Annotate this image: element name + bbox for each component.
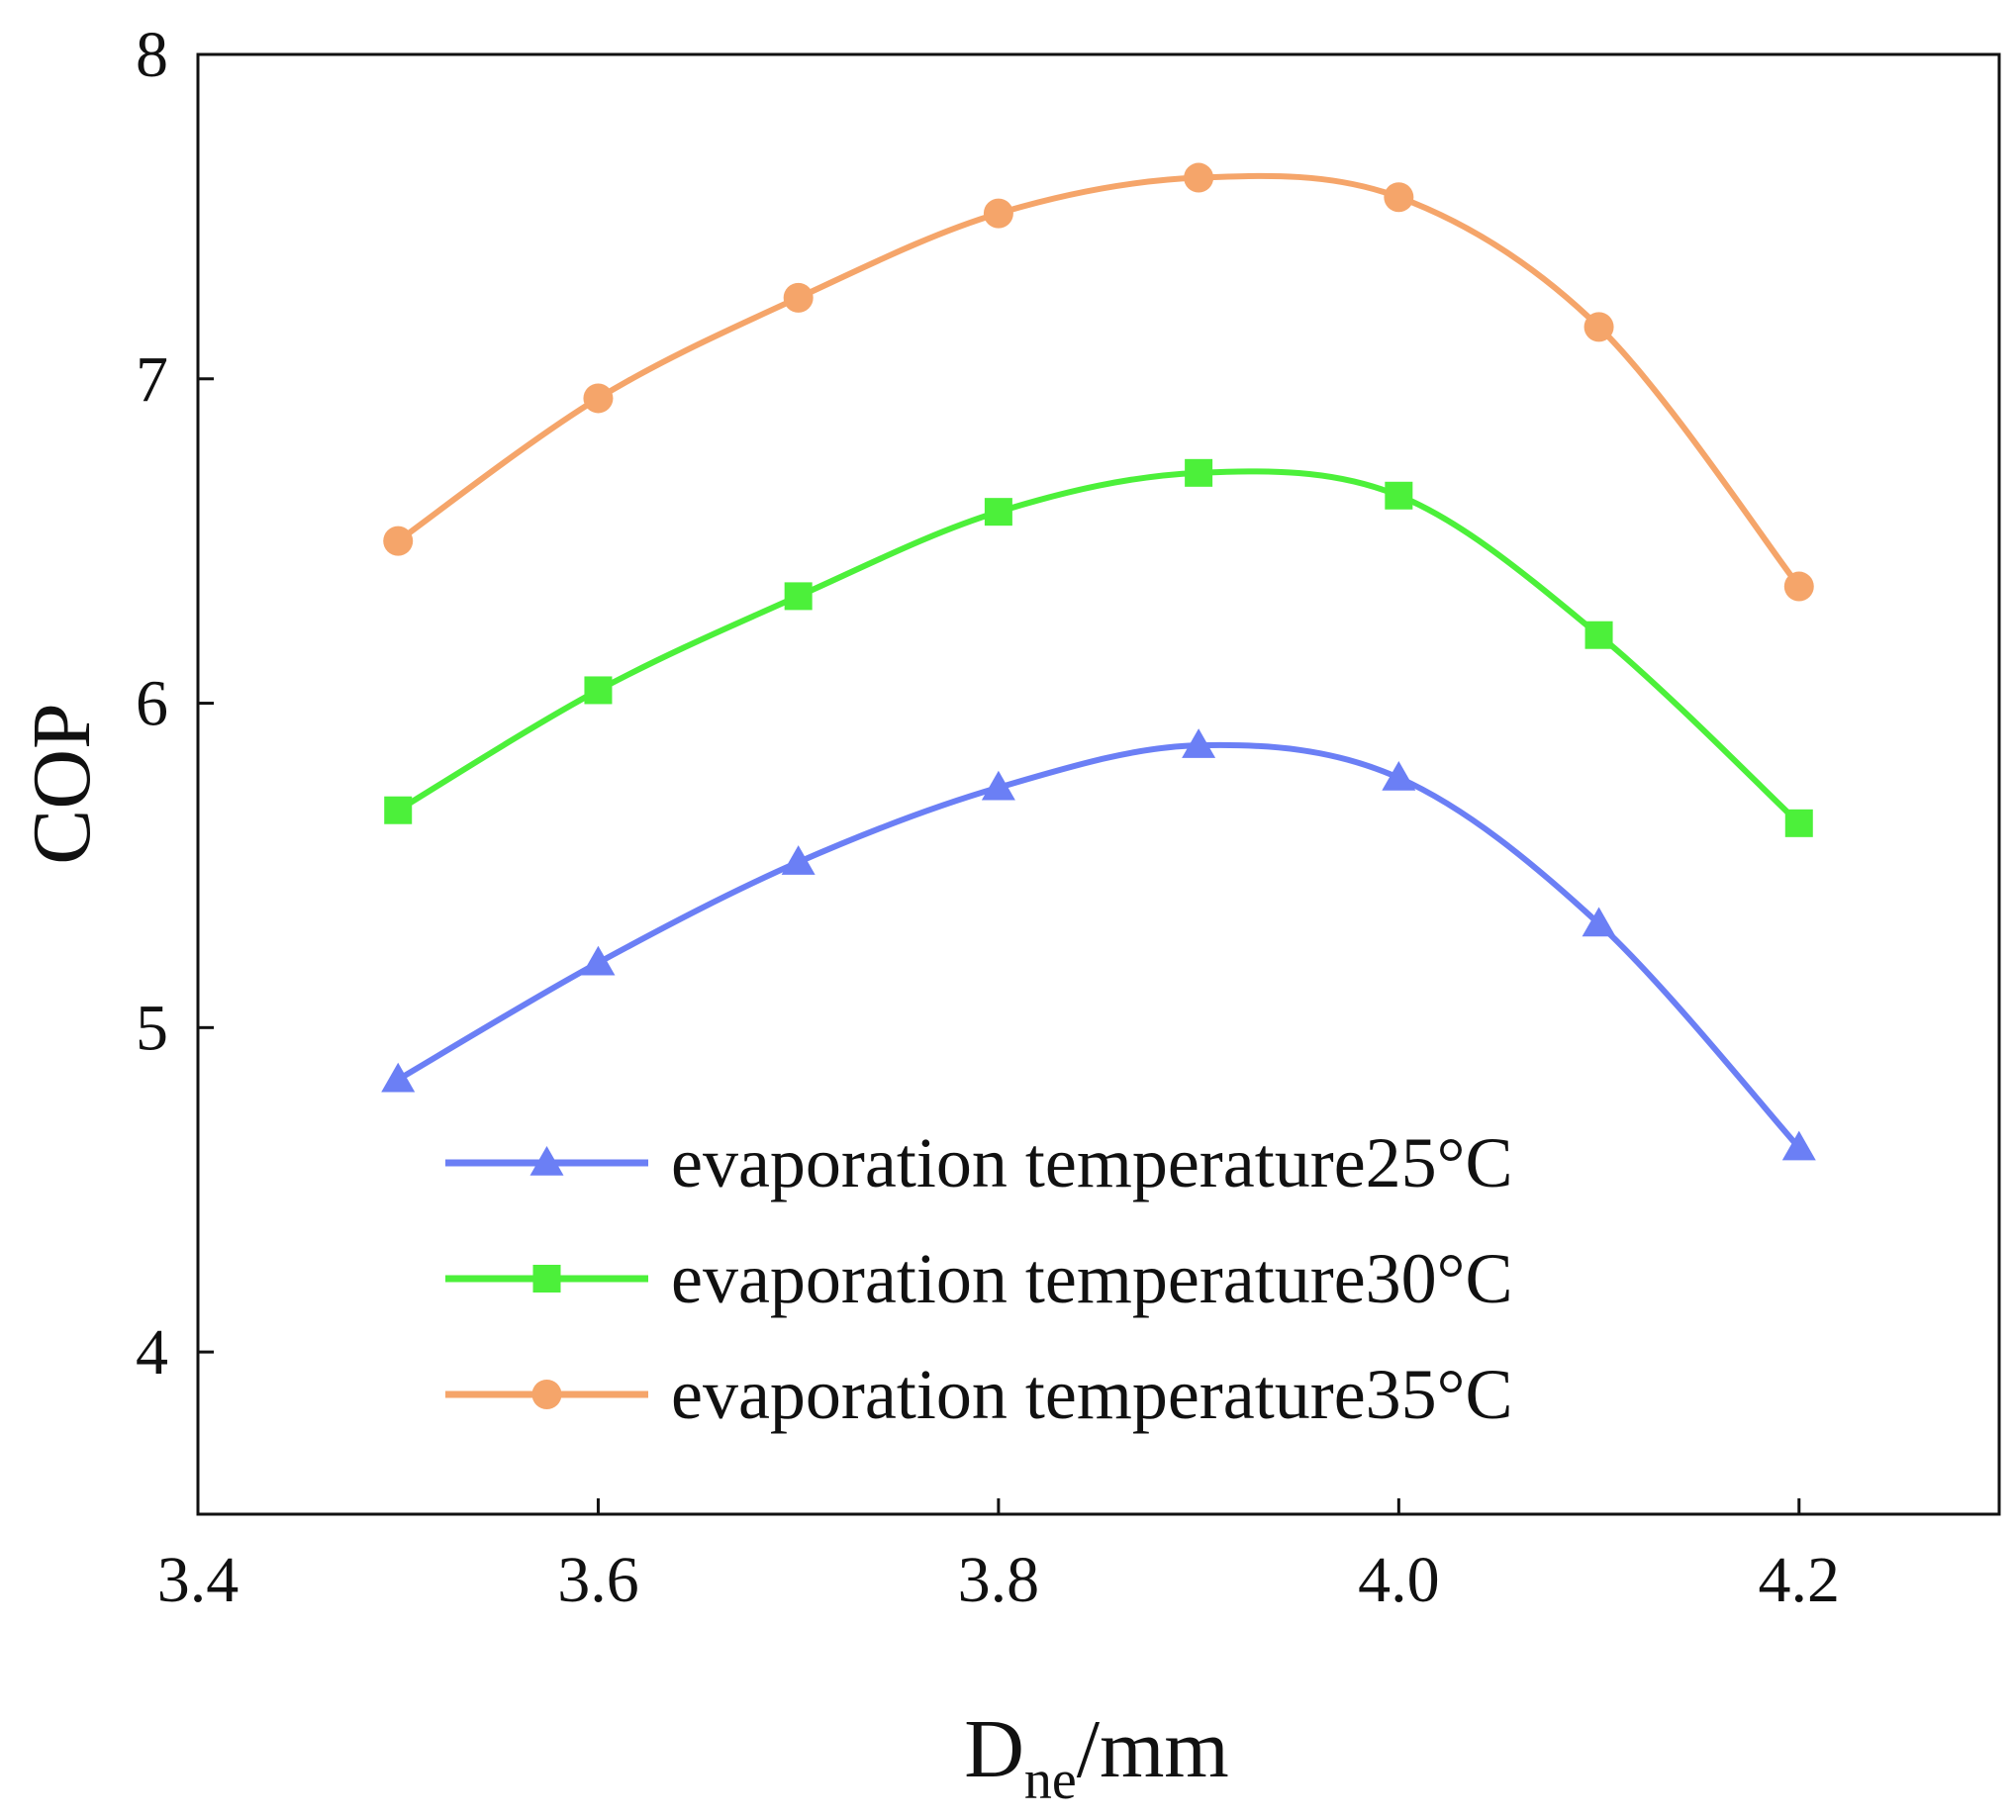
series-1-point-7	[1784, 809, 1813, 837]
series-1-point-6	[1584, 621, 1613, 649]
series-2-line	[396, 172, 1802, 589]
x-tick-label-2: 3.8	[958, 1544, 1040, 1616]
series-0-line	[396, 741, 1802, 1150]
x-tick-label-4: 4.2	[1759, 1544, 1841, 1616]
legend-swatch-marker-1	[532, 1265, 561, 1293]
series-1-point-1	[584, 676, 613, 705]
series-layer	[381, 162, 1816, 1161]
series-0-point-7	[1781, 1130, 1816, 1161]
y-tick-label-0: 4	[136, 1316, 168, 1389]
y-tick-label-4: 8	[136, 19, 168, 91]
x-tick-label-1: 3.6	[557, 1544, 639, 1616]
legend-swatch-marker-2	[531, 1380, 562, 1409]
plot-frame	[196, 52, 2001, 1516]
series-1-point-0	[384, 796, 413, 824]
legend-label-0: evaporation temperature25°C	[671, 1123, 1512, 1202]
legend-label-2: evaporation temperature35°C	[671, 1355, 1512, 1434]
legend-label-1: evaporation temperature30°C	[671, 1239, 1512, 1318]
series-2-point-5	[1384, 182, 1414, 213]
legend: evaporation temperature25°C evaporation t…	[445, 1123, 1512, 1434]
series-0-point-2	[781, 845, 816, 875]
y-tick-label-1: 5	[136, 992, 168, 1064]
series-0-point-6	[1582, 907, 1616, 937]
series-2-point-6	[1584, 312, 1614, 342]
legend-item-0: evaporation temperature25°C	[445, 1123, 1512, 1202]
y-tick-label-3: 7	[136, 343, 168, 416]
series-1-point-2	[784, 582, 813, 611]
series-2-point-2	[783, 282, 814, 313]
series-2-point-4	[1184, 162, 1214, 193]
y-axis-title: COP	[16, 703, 108, 864]
series-0-point-3	[981, 770, 1015, 801]
x-axis-title: Dne/mm	[964, 1703, 1229, 1811]
series-2-point-3	[983, 198, 1013, 229]
x-axis-title-main: D	[964, 1703, 1024, 1795]
legend-item-1: evaporation temperature30°C	[445, 1239, 1512, 1318]
series-2-point-0	[383, 526, 414, 556]
series-1-point-3	[984, 498, 1012, 527]
x-tick-label-3: 4.0	[1358, 1544, 1440, 1616]
series-2	[383, 162, 1814, 602]
legend-swatch-marker-0	[529, 1146, 564, 1176]
series-1-point-4	[1185, 458, 1213, 487]
series-0-point-0	[381, 1062, 416, 1093]
series-0-point-5	[1382, 760, 1416, 791]
series-2-point-7	[1783, 571, 1814, 602]
legend-item-2: evaporation temperature35°C	[445, 1355, 1512, 1434]
x-axis-title-unit: /mm	[1077, 1703, 1229, 1795]
series-1-point-5	[1385, 481, 1413, 510]
series-1	[384, 458, 1813, 837]
x-axis-title-subscript: ne	[1024, 1750, 1077, 1811]
ticks-layer: 3.4 3.6 3.8 4.0 4.2 4 5 6 7 8	[136, 19, 1840, 1616]
series-0-point-4	[1182, 728, 1216, 758]
series-0	[381, 728, 1816, 1161]
x-tick-label-0: 3.4	[157, 1544, 240, 1616]
series-2-point-1	[583, 383, 614, 414]
y-tick-label-2: 6	[136, 668, 168, 740]
series-0-point-1	[581, 945, 616, 976]
